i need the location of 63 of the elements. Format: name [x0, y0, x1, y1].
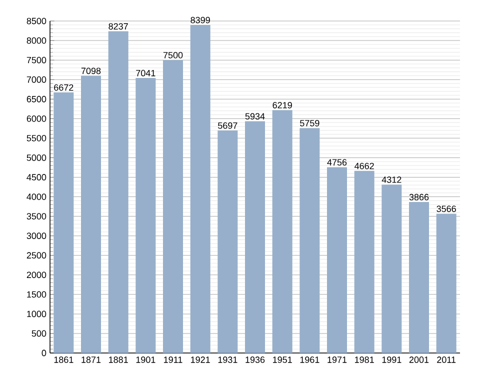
y-tick-label: 7500	[26, 56, 46, 64]
y-tick-label: 6500	[26, 96, 46, 102]
x-tick-label: 1911	[164, 356, 182, 363]
bar	[108, 31, 128, 353]
y-tick-label: 3000	[26, 232, 46, 240]
data-label: 8399	[190, 16, 210, 24]
data-label: 7041	[136, 70, 156, 76]
y-tick-label: 7000	[26, 76, 46, 83]
data-label: 5934	[245, 113, 265, 120]
bar	[382, 184, 402, 353]
data-label: 4662	[354, 162, 374, 170]
bar	[272, 110, 292, 353]
bar	[218, 130, 238, 353]
bar	[300, 128, 320, 353]
y-tick-label: 3500	[26, 213, 46, 220]
y-tick-label: 8500	[26, 18, 46, 24]
y-tick-label: 2500	[26, 252, 46, 259]
x-tick-label: 1931	[218, 356, 238, 363]
x-tick-label: 1971	[328, 356, 347, 363]
bar	[436, 214, 456, 353]
x-tick-label: 1991	[382, 356, 402, 363]
y-tick-label: 500	[32, 330, 46, 337]
y-tick-label: 2000	[26, 272, 46, 278]
x-tick-label: 1936	[246, 356, 265, 363]
x-tick-label: 1901	[136, 356, 156, 363]
bar	[81, 76, 101, 353]
x-tick-label: 1861	[54, 356, 74, 363]
bar	[163, 60, 183, 353]
y-tick-label: 1500	[27, 291, 46, 298]
bar	[354, 170, 374, 353]
data-label: 5697	[218, 122, 238, 129]
y-tick-label: 5000	[26, 154, 46, 161]
data-label: 3566	[436, 206, 456, 212]
y-tick-label: 0	[42, 350, 46, 356]
bar	[190, 24, 210, 353]
data-label: 4756	[327, 159, 347, 166]
data-label: 6672	[54, 84, 74, 91]
y-tick-label: 4000	[26, 194, 46, 200]
x-tick-label: 1961	[300, 356, 320, 363]
bar	[245, 121, 265, 353]
data-label: 3866	[409, 194, 429, 200]
y-tick-label: 4500	[26, 174, 46, 180]
data-label: 8237	[108, 23, 128, 30]
x-tick-label: 2001	[409, 356, 429, 363]
y-tick-label: 5500	[26, 134, 46, 142]
x-tick-label: 1881	[109, 356, 128, 363]
bar	[54, 92, 74, 353]
x-tick-label: 1981	[355, 356, 374, 363]
x-tick-label: 1951	[273, 356, 292, 363]
y-tick-label: 1000	[27, 310, 46, 318]
bar	[136, 78, 156, 353]
y-tick-label: 8000	[26, 37, 46, 44]
x-tick-label: 1871	[82, 356, 101, 363]
bar	[409, 202, 429, 353]
data-label: 5759	[300, 120, 320, 126]
data-label: 6219	[272, 102, 292, 108]
data-label: 7098	[81, 68, 101, 74]
y-tick-label: 6000	[26, 115, 46, 122]
x-tick-label: 1921	[191, 356, 210, 363]
bar	[327, 167, 347, 353]
x-tick-label: 2011	[437, 356, 456, 363]
data-label: 4312	[382, 176, 402, 183]
data-label: 7500	[163, 52, 183, 58]
